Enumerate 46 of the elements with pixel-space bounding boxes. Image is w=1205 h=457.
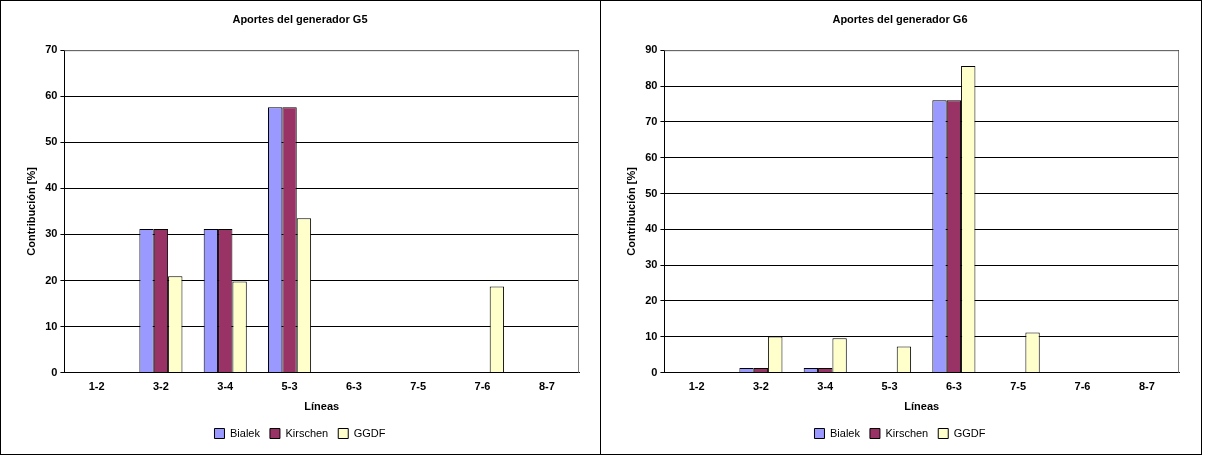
x-tick-label: 6-3 <box>345 380 362 393</box>
x-tick-label: 5-3 <box>881 380 898 393</box>
y-tick-label: 90 <box>645 43 658 56</box>
x-tick-label: 6-3 <box>945 380 962 393</box>
y-tick-label: 50 <box>45 135 58 148</box>
x-axis-title: Líneas <box>904 400 940 413</box>
y-tick-label: 20 <box>645 293 658 306</box>
y-tick-label: 10 <box>45 319 58 332</box>
x-axis-title: Líneas <box>304 400 340 413</box>
y-tick-label: 30 <box>645 258 658 271</box>
legend-label: Bialek <box>229 426 261 439</box>
y-tick-label: 70 <box>45 43 58 56</box>
x-tick-label: 8-7 <box>538 380 555 393</box>
y-tick-label: 0 <box>51 365 58 378</box>
chart-title: Aportes del generador G5 <box>232 12 368 25</box>
y-tick-label: 40 <box>45 181 58 194</box>
x-tick-label: 7-6 <box>474 380 491 393</box>
chart-title: Aportes del generador G6 <box>832 12 968 25</box>
x-tick-label: 3-4 <box>817 380 835 393</box>
x-tick-label: 3-2 <box>752 380 769 393</box>
x-tick-label: 8-7 <box>1138 380 1155 393</box>
legend-label: Kirschen <box>885 426 929 439</box>
legend-label: Kirschen <box>285 426 329 439</box>
x-tick-label: 7-5 <box>410 380 427 393</box>
x-tick-label: 3-2 <box>152 380 169 393</box>
legend-label: Bialek <box>829 426 861 439</box>
y-axis-title: Contribución [%] <box>624 166 637 256</box>
y-tick-label: 30 <box>45 227 58 240</box>
y-tick-label: 50 <box>645 186 658 199</box>
y-tick-label: 80 <box>645 79 658 92</box>
y-tick-label: 0 <box>651 365 658 378</box>
y-tick-label: 70 <box>645 114 658 127</box>
legend-label: GGDF <box>353 426 386 439</box>
x-tick-label: 5-3 <box>281 380 298 393</box>
x-tick-label: 1-2 <box>88 380 105 393</box>
x-tick-label: 7-6 <box>1074 380 1091 393</box>
y-tick-label: 20 <box>45 273 58 286</box>
y-tick-label: 60 <box>645 150 658 163</box>
legend-label: GGDF <box>953 426 986 439</box>
x-tick-label: 1-2 <box>688 380 705 393</box>
x-tick-label: 7-5 <box>1010 380 1027 393</box>
y-tick-label: 10 <box>645 329 658 342</box>
y-tick-label: 40 <box>645 222 658 235</box>
x-tick-label: 3-4 <box>217 380 235 393</box>
y-axis-title: Contribución [%] <box>24 166 37 256</box>
y-tick-label: 60 <box>45 89 58 102</box>
